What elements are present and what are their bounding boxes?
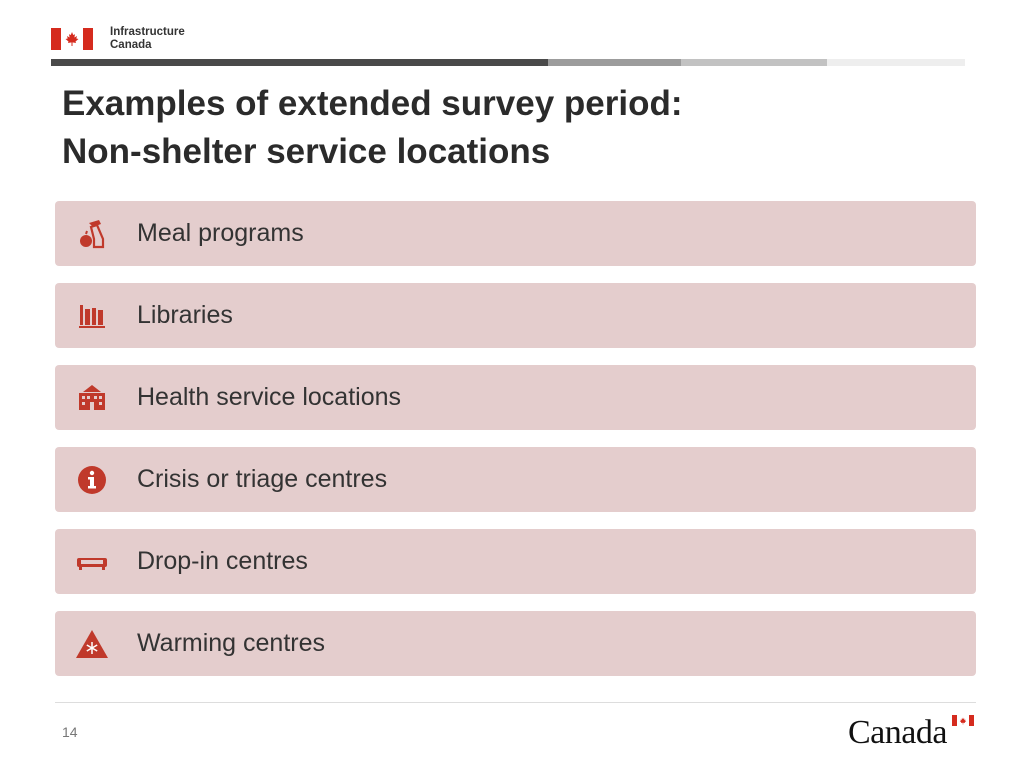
department-logo: Infrastructure Canada bbox=[51, 26, 185, 52]
wordmark-flag-icon bbox=[952, 715, 974, 726]
wordmark-text: Canada bbox=[848, 714, 947, 751]
list-item-crisis-or-triage-centres: Crisis or triage centres bbox=[55, 447, 976, 512]
list-item-meal-programs: Meal programs bbox=[55, 201, 976, 266]
list-item-health-service-locations: Health service locations bbox=[55, 365, 976, 430]
list-item-label: Health service locations bbox=[137, 383, 402, 411]
slide-title-line1: Examples of extended survey period: bbox=[62, 84, 683, 123]
department-name-line2: Canada bbox=[110, 39, 152, 51]
hospital-icon bbox=[75, 381, 109, 415]
sofa-icon bbox=[75, 545, 109, 579]
department-name: Infrastructure Canada bbox=[110, 26, 185, 52]
page-number: 14 bbox=[62, 724, 78, 740]
list-item-label: Drop-in centres bbox=[137, 547, 308, 575]
service-location-list: Meal programs Libraries bbox=[55, 201, 976, 693]
header-rule-segment bbox=[827, 59, 965, 66]
list-item-label: Warming centres bbox=[137, 629, 326, 657]
meal-icon bbox=[75, 217, 109, 251]
slide-title-line2: Non-shelter service locations bbox=[62, 132, 551, 171]
list-item-warming-centres: Warming centres bbox=[55, 611, 976, 676]
header-rule-segment bbox=[548, 59, 681, 66]
canada-flag-icon bbox=[51, 28, 93, 50]
canada-wordmark: Canada bbox=[848, 714, 974, 754]
list-item-libraries: Libraries bbox=[55, 283, 976, 348]
list-item-label: Libraries bbox=[137, 301, 233, 329]
list-item-drop-in-centres: Drop-in centres bbox=[55, 529, 976, 594]
list-item-label: Crisis or triage centres bbox=[137, 465, 388, 493]
list-item-label: Meal programs bbox=[137, 219, 304, 247]
footer-divider bbox=[55, 702, 976, 703]
department-name-line1: Infrastructure bbox=[110, 26, 185, 38]
library-books-icon bbox=[75, 299, 109, 333]
header-rule-segment bbox=[51, 59, 548, 66]
header-rule-segment bbox=[681, 59, 827, 66]
snowflake-warning-icon bbox=[75, 627, 109, 661]
slide-title: Examples of extended survey period: Non-… bbox=[62, 80, 682, 176]
info-icon bbox=[75, 463, 109, 497]
